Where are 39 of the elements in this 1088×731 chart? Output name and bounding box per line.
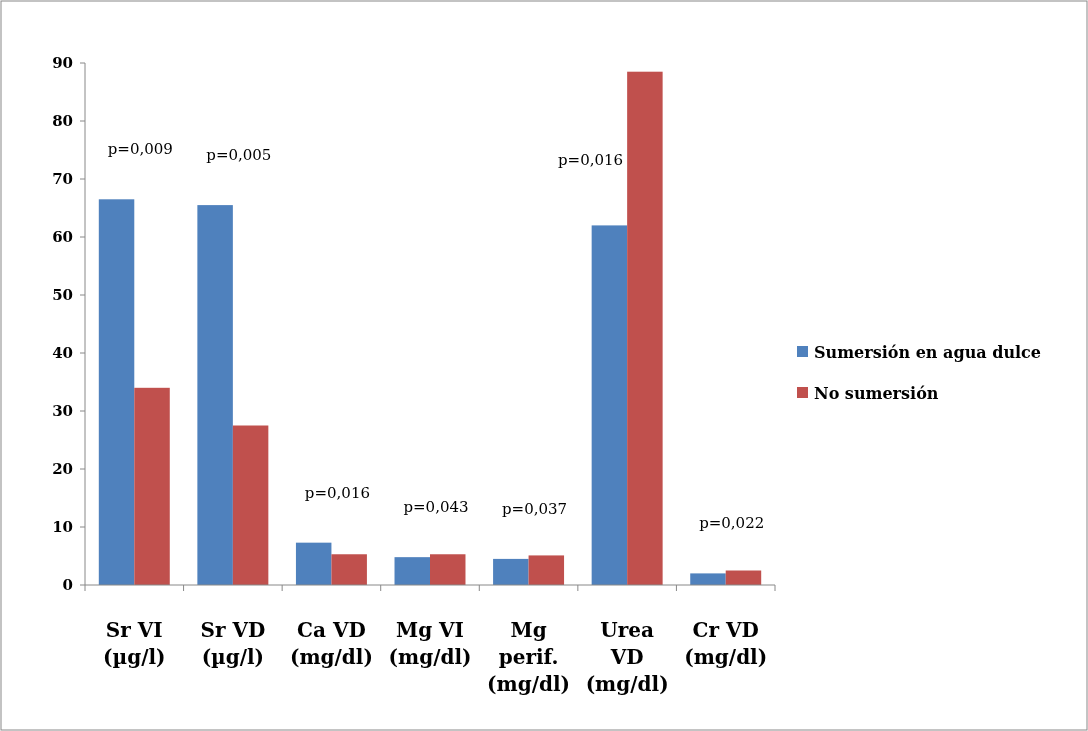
annotation: p=0,016 — [558, 151, 624, 170]
x-tick-label: Ca VD (mg/dl) — [289, 618, 373, 669]
annotation: p=0,016 — [304, 483, 370, 502]
annotation: p=0,043 — [403, 498, 469, 517]
bar — [197, 205, 233, 585]
bar — [591, 225, 628, 585]
bar — [627, 71, 663, 585]
y-tick-label: 20 — [52, 460, 73, 479]
annotation: p=0,022 — [699, 514, 765, 533]
x-tick-label: Mg VI (mg/dl) — [388, 618, 472, 669]
annotation: p=0,005 — [206, 146, 272, 165]
bar — [394, 557, 430, 585]
y-tick-label: 60 — [52, 228, 73, 247]
bar — [98, 199, 135, 585]
legend-label: No sumersión — [814, 383, 939, 403]
y-tick-label: 70 — [52, 170, 73, 189]
bar — [528, 555, 565, 585]
legend-label: Sumersión en agua dulce — [814, 342, 1042, 362]
bar — [134, 387, 170, 585]
x-tick-label: Cr VD (mg/dl) — [684, 618, 768, 669]
bar — [493, 558, 529, 585]
x-tick-label: Sr VI (µg/l) — [103, 618, 166, 669]
y-tick-label: 90 — [52, 54, 73, 73]
bar — [430, 554, 466, 585]
y-tick-label: 80 — [52, 112, 73, 131]
x-tick-label: Urea VD (mg/dl) — [585, 618, 669, 696]
bar — [232, 425, 269, 585]
y-tick-label: 40 — [52, 344, 73, 363]
x-tick-label: Sr VD (µg/l) — [200, 618, 266, 669]
bar — [690, 573, 726, 585]
bar — [295, 542, 332, 585]
y-tick-label: 10 — [52, 518, 73, 537]
x-tick-label: Mg perif. (mg/dl) — [487, 618, 571, 696]
bar — [331, 554, 367, 585]
y-tick-label: 50 — [52, 286, 73, 305]
annotation: p=0,037 — [502, 499, 568, 518]
y-tick-label: 0 — [62, 576, 73, 595]
y-tick-label: 30 — [52, 402, 73, 421]
annotation: p=0,009 — [107, 140, 173, 159]
